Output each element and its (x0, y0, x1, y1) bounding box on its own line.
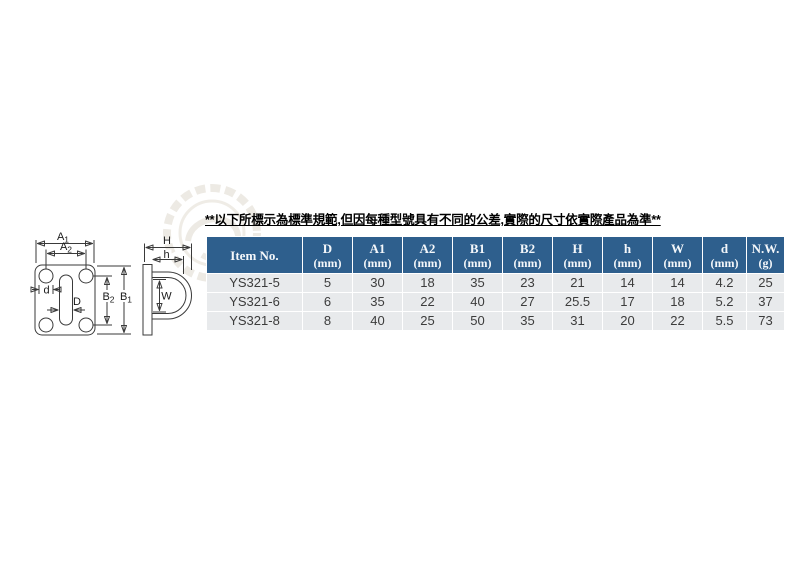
value-cell: 30 (352, 273, 403, 293)
dim-label-d: d (43, 285, 49, 297)
column-header-name: d (720, 240, 729, 256)
column-header-name: N.W. (751, 240, 780, 256)
value-cell: 50 (452, 311, 503, 331)
value-cell: 21 (552, 273, 603, 293)
plate-outline (34, 264, 96, 336)
column-header-name: Item No. (230, 247, 279, 263)
table-row: YS321-8 8 40 25 50 35 31 20 22 5.5 73 (206, 311, 785, 331)
column-header-name: A1 (369, 240, 386, 256)
column-header-unit: (mm) (513, 255, 542, 270)
value-cell: 14 (652, 273, 703, 293)
column-header-unit: (mm) (613, 255, 642, 270)
value-cell: 18 (402, 273, 453, 293)
value-cell: 18 (652, 292, 703, 312)
dim-label-a2: A2 (60, 241, 72, 255)
spec-table: Item No. D (mm) A1 (mm) A2 (mm) B1 (mm) B2 (m… (206, 236, 785, 331)
column-header-unit: (g) (758, 255, 773, 270)
dim-label-h: h (163, 249, 169, 261)
value-cell: 6 (302, 292, 353, 312)
value-cell: 27 (502, 292, 553, 312)
column-header-D: D (mm) (302, 236, 353, 274)
column-header-name: h (623, 240, 632, 256)
dim-label-w: W (161, 291, 172, 303)
column-header-unit: (mm) (413, 255, 442, 270)
value-cell: 17 (602, 292, 653, 312)
value-cell: 25 (746, 273, 785, 293)
side-view: H h W (142, 235, 192, 336)
value-cell: 25.5 (552, 292, 603, 312)
column-header-H: H (mm) (552, 236, 603, 274)
column-header-name: A2 (419, 240, 436, 256)
column-header-d: d (mm) (702, 236, 747, 274)
column-header-unit: (mm) (663, 255, 692, 270)
item-no-cell: YS321-8 (206, 311, 303, 331)
value-cell: 5.5 (702, 311, 747, 331)
value-cell: 20 (602, 311, 653, 331)
column-header-item-no: Item No. (206, 236, 303, 274)
column-header-unit: (mm) (563, 255, 592, 270)
value-cell: 73 (746, 311, 785, 331)
table-row: YS321-5 5 30 18 35 23 21 14 14 4.2 25 (206, 273, 785, 293)
column-header-B2: B2 (mm) (502, 236, 553, 274)
dim-label-D: D (73, 296, 81, 308)
value-cell: 22 (402, 292, 453, 312)
value-cell: 14 (602, 273, 653, 293)
value-cell: 8 (302, 311, 353, 331)
value-cell: 31 (552, 311, 603, 331)
item-no-cell: YS321-5 (206, 273, 303, 293)
hole-top-left (38, 268, 54, 284)
column-header-unit: (mm) (363, 255, 392, 270)
column-header-name: W (671, 240, 684, 256)
ring-outer (152, 271, 192, 320)
column-header-h: h (mm) (602, 236, 653, 274)
hole-bottom-left (38, 317, 54, 333)
column-header-unit: (mm) (463, 255, 492, 270)
value-cell: 22 (652, 311, 703, 331)
item-no-cell: YS321-6 (206, 292, 303, 312)
spec-table-body: YS321-5 5 30 18 35 23 21 14 14 4.2 25 YS321-6 6 35 22 4… (206, 273, 785, 331)
dim-label-b1: B1 (120, 291, 132, 305)
front-view: A1 A2 d D B2 (32, 231, 134, 336)
value-cell: 5.2 (702, 292, 747, 312)
column-header-name: B2 (519, 240, 536, 256)
value-cell: 40 (452, 292, 503, 312)
hole-bottom-right (78, 317, 94, 333)
standard-spec-notice: **以下所標示為標準規範,但因每種型號具有不同的公差,實際的尺寸依實際產品為準*… (205, 213, 661, 227)
dim-label-H: H (163, 235, 171, 247)
column-header-A2: A2 (mm) (402, 236, 453, 274)
column-header-name: B1 (469, 240, 486, 256)
column-header-unit: (mm) (710, 255, 739, 270)
value-cell: 4.2 (702, 273, 747, 293)
dim-label-b2: B2 (102, 291, 114, 305)
column-header-A1: A1 (mm) (352, 236, 403, 274)
value-cell: 25 (402, 311, 453, 331)
spec-diagram: A1 A2 d D B2 (28, 231, 192, 336)
value-cell: 5 (302, 273, 353, 293)
table-row: YS321-6 6 35 22 40 27 25.5 17 18 5.2 37 (206, 292, 785, 312)
dim-label-a1: A1 (57, 231, 69, 245)
column-header-name: H (572, 240, 583, 256)
value-cell: 37 (746, 292, 785, 312)
value-cell: 35 (452, 273, 503, 293)
column-header-unit: (mm) (313, 255, 342, 270)
value-cell: 35 (502, 311, 553, 331)
column-header-nw: N.W. (g) (746, 236, 785, 274)
ring-inner (152, 277, 187, 314)
value-cell: 40 (352, 311, 403, 331)
hole-top-right (78, 268, 94, 284)
value-cell: 35 (352, 292, 403, 312)
column-header-W: W (mm) (652, 236, 703, 274)
column-header-B1: B1 (mm) (452, 236, 503, 274)
plate-edge (142, 264, 153, 336)
column-header-name: D (322, 240, 333, 256)
center-slot (59, 274, 73, 326)
value-cell: 23 (502, 273, 553, 293)
header-row: Item No. D (mm) A1 (mm) A2 (mm) B1 (mm) B2 (m… (206, 236, 785, 274)
